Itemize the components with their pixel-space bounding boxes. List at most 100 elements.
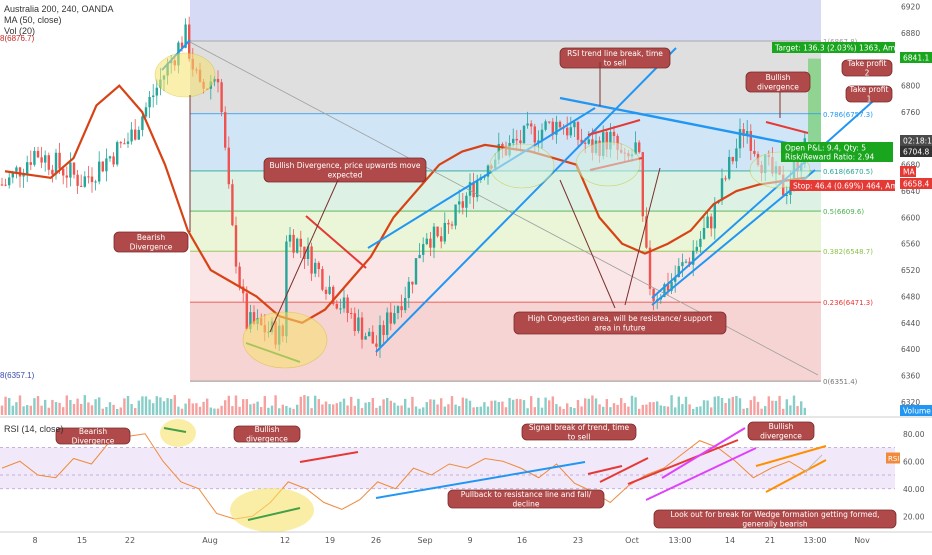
- volume-bar: [576, 400, 580, 415]
- candle-body: [422, 244, 425, 255]
- candle-body: [648, 247, 652, 289]
- candle-body: [141, 116, 144, 130]
- candle-body: [465, 195, 468, 208]
- volume-bar: [468, 400, 472, 415]
- volume-bar: [432, 399, 436, 415]
- volume-bar: [155, 396, 158, 415]
- candle-body: [94, 181, 97, 183]
- rsi-trend-line: [661, 427, 746, 479]
- volume-bar: [530, 396, 533, 415]
- volume-bar: [551, 396, 554, 415]
- volume-bar: [40, 405, 43, 415]
- candle-body: [785, 194, 788, 196]
- candle-body: [569, 127, 572, 136]
- candle-body: [134, 129, 137, 140]
- volume-bar: [616, 404, 619, 415]
- volume-bar: [504, 407, 508, 415]
- candle-body: [688, 261, 691, 265]
- volume-bar: [206, 398, 209, 415]
- candle-body: [458, 201, 461, 205]
- volume-bar: [296, 404, 299, 415]
- candle-body: [461, 201, 464, 208]
- candle-body: [249, 312, 252, 329]
- candle-body: [72, 162, 76, 175]
- volume-bar: [33, 398, 36, 415]
- volume-bar: [648, 402, 652, 415]
- volume-bar: [234, 395, 238, 415]
- candle-body: [731, 156, 734, 162]
- volume-bar: [51, 399, 54, 415]
- price-tick-label: 6760: [901, 108, 920, 117]
- candle-body: [447, 222, 450, 225]
- volume-bar: [749, 400, 752, 415]
- volume-bar: [465, 398, 468, 415]
- candle-body: [339, 308, 342, 310]
- volume-bar: [267, 407, 270, 415]
- volume-bar: [756, 401, 760, 415]
- candle-body: [303, 246, 306, 260]
- volume-bar: [87, 402, 90, 415]
- time-tick-label: 16: [517, 536, 527, 545]
- candle-body: [576, 122, 580, 140]
- volume-bar: [425, 402, 428, 415]
- candle-body: [501, 143, 504, 148]
- volume-bar: [785, 399, 788, 415]
- volume-bar: [285, 405, 288, 415]
- candle-body: [666, 284, 670, 291]
- volume-bar: [540, 407, 544, 415]
- volume-bar: [476, 406, 479, 415]
- annotation-bullish-div: divergence: [757, 83, 799, 92]
- highlight-ellipse: [242, 311, 328, 369]
- candle-body: [54, 152, 58, 175]
- volume-indicator-label: Vol (20): [4, 26, 36, 36]
- volume-bar: [803, 407, 806, 415]
- price-label: 02:18:16: [903, 137, 932, 146]
- time-tick-label: Aug: [202, 536, 218, 545]
- price-tick-label: 6560: [901, 240, 920, 249]
- candle-body: [76, 174, 79, 186]
- rsi-tick-label: 60.00: [903, 457, 925, 466]
- candle-body: [400, 306, 403, 311]
- volume-bar: [396, 405, 400, 415]
- candle-body: [641, 152, 644, 217]
- volume-bar: [36, 396, 40, 415]
- candle-body: [65, 175, 68, 178]
- pl-box: [781, 142, 893, 162]
- target-box: [772, 42, 900, 53]
- volume-bar: [774, 400, 778, 415]
- candle-body: [486, 165, 490, 177]
- volume-bar: [195, 403, 198, 415]
- volume-bar: [105, 406, 108, 415]
- volume-bar: [591, 395, 594, 415]
- candle-body: [749, 131, 752, 151]
- candle-body: [519, 140, 522, 144]
- open-pl-label: Open P&L: 9.4, Qty: 5: [785, 144, 866, 153]
- target-zone: [808, 58, 821, 152]
- rsi-annotation-pullback: decline: [512, 500, 539, 509]
- candle-body: [537, 140, 540, 143]
- volume-bar: [782, 408, 785, 415]
- volume-bar: [191, 403, 194, 415]
- volume-bar: [90, 405, 94, 415]
- candle-body: [684, 261, 688, 263]
- volume-bar: [263, 396, 266, 415]
- candle-body: [324, 289, 328, 294]
- rsi-annotation-bullish: divergence: [246, 435, 288, 444]
- trend-line: [765, 121, 809, 134]
- rsi-trend-line: [375, 461, 586, 499]
- volume-bar: [753, 396, 756, 415]
- volume-bar: [375, 407, 378, 415]
- candle-body: [105, 158, 108, 172]
- volume-bar: [332, 404, 335, 415]
- candle-body: [587, 139, 590, 144]
- rsi-tick-label: 20.00: [903, 512, 925, 521]
- volume-bar: [350, 396, 353, 415]
- volume-bar: [461, 397, 464, 415]
- fib-label: 0.786(6757.3): [823, 111, 873, 119]
- volume-bar: [368, 402, 371, 415]
- volume-bar: [8, 398, 11, 415]
- candle-body: [544, 121, 547, 130]
- volume-bar: [137, 400, 140, 415]
- volume-bar: [119, 407, 122, 415]
